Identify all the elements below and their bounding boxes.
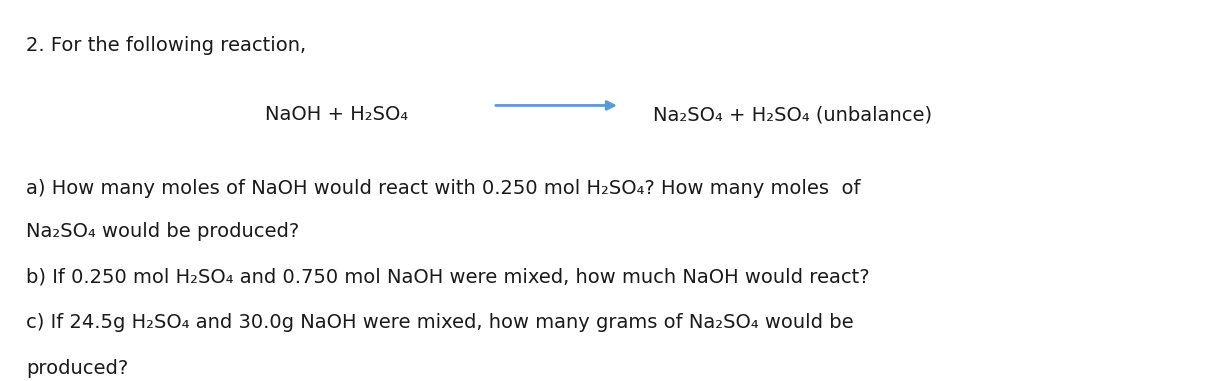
Text: produced?: produced? bbox=[26, 359, 128, 378]
Text: a) How many moles of NaOH would react with 0.250 mol H₂SO₄? How many moles  of: a) How many moles of NaOH would react wi… bbox=[26, 179, 860, 198]
Text: Na₂SO₄ would be produced?: Na₂SO₄ would be produced? bbox=[26, 223, 299, 242]
Text: NaOH + H₂SO₄: NaOH + H₂SO₄ bbox=[265, 106, 408, 125]
Text: Na₂SO₄ + H₂SO₄ (unbalance): Na₂SO₄ + H₂SO₄ (unbalance) bbox=[654, 106, 932, 125]
Text: 2. For the following reaction,: 2. For the following reaction, bbox=[26, 35, 307, 54]
Text: c) If 24.5g H₂SO₄ and 30.0g NaOH were mixed, how many grams of Na₂SO₄ would be: c) If 24.5g H₂SO₄ and 30.0g NaOH were mi… bbox=[26, 313, 854, 332]
Text: b) If 0.250 mol H₂SO₄ and 0.750 mol NaOH were mixed, how much NaOH would react?: b) If 0.250 mol H₂SO₄ and 0.750 mol NaOH… bbox=[26, 268, 870, 287]
